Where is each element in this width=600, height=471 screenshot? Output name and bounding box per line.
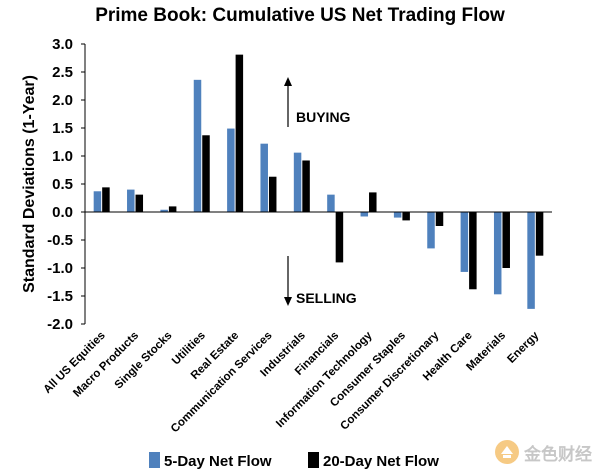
buying-annotation: BUYING — [284, 77, 351, 127]
y-tick-label: 2.5 — [52, 64, 73, 81]
y-tick-label: 0.0 — [52, 204, 73, 221]
bar-20day — [535, 212, 544, 256]
bar-20day — [335, 212, 344, 263]
x-category-label: All US Equities — [41, 330, 107, 396]
buying-label: BUYING — [296, 109, 351, 125]
bar-5day — [360, 212, 369, 217]
bar-20day — [135, 194, 144, 212]
y-tick-label: 3.0 — [52, 36, 73, 53]
x-category-label: Energy — [505, 329, 541, 365]
legend-label-5day: 5-Day Net Flow — [164, 453, 272, 470]
y-axis-label: Standard Deviations (1-Year) — [21, 75, 38, 293]
y-tick-label: 2.0 — [52, 92, 73, 109]
bar-5day — [527, 212, 535, 309]
y-axis-ticks: 3.0 2.5 2.0 1.5 1.0 0.5 0.0 -0.5 -1.0 -1.5 -2.0 — [47, 36, 85, 333]
bar-5day — [427, 212, 435, 249]
y-tick-label: 1.0 — [52, 148, 73, 165]
selling-label: SELLING — [296, 290, 357, 306]
bar-20day — [102, 187, 110, 212]
bar-20day — [435, 212, 444, 226]
selling-annotation: SELLING — [284, 256, 357, 306]
bar-5day — [193, 79, 202, 212]
y-tick-label: 0.5 — [52, 176, 73, 193]
bar-20day — [202, 135, 210, 212]
bar-20day — [469, 212, 477, 290]
y-tick-label: -0.5 — [47, 232, 73, 249]
bar-5day — [293, 152, 302, 212]
bar-20day — [235, 54, 244, 212]
bar-20day — [268, 176, 277, 212]
legend-label-20day: 20-Day Net Flow — [323, 453, 439, 470]
legend-swatch-5day — [149, 452, 160, 468]
bar-20day — [168, 206, 177, 212]
y-tick-label: -2.0 — [47, 316, 73, 333]
watermark: 金色财经 — [494, 439, 592, 465]
bar-5day — [127, 189, 135, 212]
legend: 5-Day Net Flow 20-Day Net Flow — [149, 452, 439, 470]
bar-5day — [260, 143, 268, 212]
watermark-text: 金色财经 — [524, 444, 592, 465]
bar-20day — [369, 192, 377, 212]
y-tick-label: 1.5 — [52, 120, 73, 137]
bar-5day — [393, 212, 402, 218]
x-category-label: Single Stocks — [113, 330, 175, 392]
bar-20day — [502, 212, 510, 268]
bar-5day — [493, 212, 502, 295]
bar-5day — [93, 191, 102, 212]
bar-20day — [302, 160, 310, 212]
chart-title: Prime Book: Cumulative US Net Trading Fl… — [95, 5, 505, 26]
y-tick-label: -1.0 — [47, 260, 73, 277]
jinse-logo-icon — [495, 440, 519, 464]
bar-5day — [327, 194, 335, 212]
bar-5day — [227, 128, 235, 212]
bar-20day — [402, 212, 410, 221]
y-tick-label: -1.5 — [47, 288, 73, 305]
bars — [93, 54, 544, 309]
bar-5day — [460, 212, 469, 272]
bar-5day — [160, 209, 168, 212]
legend-swatch-20day — [308, 452, 319, 468]
